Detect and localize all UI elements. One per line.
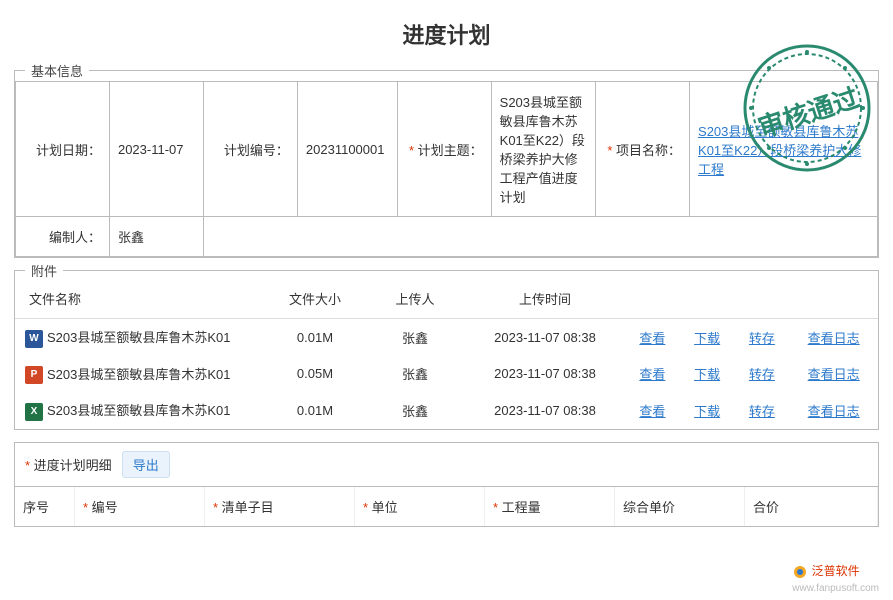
file-icon: X (25, 403, 43, 421)
plan-topic-value: S203县城至额敏县库鲁木苏K01至K22）段桥梁养护大修工程产值进度计划 (491, 82, 595, 217)
log-link[interactable]: 查看日志 (808, 331, 860, 346)
col-uploader: 上传人 (365, 279, 465, 319)
view-link[interactable]: 查看 (639, 367, 665, 382)
watermark: 泛普软件 www.fanpusoft.com (792, 562, 879, 594)
approved-stamp: 审核通过 (737, 38, 877, 178)
detail-section: 进度计划明细 导出 序号 编号 清单子目 单位 工程量 综合单价 合价 (14, 442, 879, 527)
author-label: 编制人： (16, 217, 110, 257)
download-link[interactable]: 下载 (694, 404, 720, 419)
detail-header-row: 序号 编号 清单子目 单位 工程量 综合单价 合价 (15, 486, 878, 526)
project-label: 项目名称： (596, 82, 690, 217)
file-icon: W (25, 330, 43, 348)
plan-no-label: 计划编号： (203, 82, 297, 217)
col-uploadtime: 上传时间 (465, 279, 625, 319)
col-uprice: 综合单价 (615, 487, 745, 526)
attachment-row: X S203县城至额敏县库鲁木苏K01 0.01M张鑫2023-11-07 08:3… (15, 392, 878, 429)
col-seq: 序号 (15, 487, 75, 526)
download-link[interactable]: 下载 (694, 331, 720, 346)
file-icon: P (25, 366, 43, 384)
plan-date-label: 计划日期： (16, 82, 110, 217)
col-unit: 单位 (355, 487, 485, 526)
attachment-section: 附件 文件名称 文件大小 上传人 上传时间 WS203县城至额敏县库鲁木苏K01… (14, 270, 879, 430)
plan-topic-label: 计划主题： (397, 82, 491, 217)
col-qty: 工程量 (485, 487, 615, 526)
file-name: S203县城至额敏县库鲁木苏K01 (47, 330, 231, 345)
file-time: 2023-11-07 08:38 (465, 319, 625, 356)
col-filesize: 文件大小 (265, 279, 365, 319)
col-item: 清单子目 (205, 487, 355, 526)
file-uploader: 张鑫 (365, 392, 465, 429)
save-link[interactable]: 转存 (749, 331, 775, 346)
save-link[interactable]: 转存 (749, 367, 775, 382)
attachment-row: W S203县城至额敏县库鲁木苏K01 0.01M张鑫2023-11-07 08:3… (15, 319, 878, 356)
plan-no-value: 20231100001 (297, 82, 397, 217)
plan-date-value: 2023-11-07 (109, 82, 203, 217)
file-name: S203县城至额敏县库鲁木苏K01 (47, 403, 231, 418)
download-link[interactable]: 下载 (694, 367, 720, 382)
log-link[interactable]: 查看日志 (808, 404, 860, 419)
file-uploader: 张鑫 (365, 356, 465, 393)
log-link[interactable]: 查看日志 (808, 367, 860, 382)
detail-title: 进度计划明细 (25, 455, 112, 474)
attachment-row: P S203县城至额敏县库鲁木苏K01 0.05M张鑫2023-11-07 08:3… (15, 356, 878, 393)
file-name: S203县城至额敏县库鲁木苏K01 (47, 367, 231, 382)
col-code: 编号 (75, 487, 205, 526)
file-time: 2023-11-07 08:38 (465, 392, 625, 429)
author-value: 张鑫 (109, 217, 203, 257)
svg-text:审核通过: 审核通过 (754, 82, 862, 143)
view-link[interactable]: 查看 (639, 404, 665, 419)
col-filename: 文件名称 (15, 279, 265, 319)
file-size: 0.01M (265, 319, 365, 356)
attach-legend: 附件 (25, 261, 63, 280)
file-uploader: 张鑫 (365, 319, 465, 356)
view-link[interactable]: 查看 (639, 331, 665, 346)
file-size: 0.01M (265, 392, 365, 429)
basic-legend: 基本信息 (25, 61, 89, 80)
export-button[interactable]: 导出 (122, 451, 170, 478)
file-size: 0.05M (265, 356, 365, 393)
col-total: 合价 (745, 487, 878, 526)
file-time: 2023-11-07 08:38 (465, 356, 625, 393)
save-link[interactable]: 转存 (749, 404, 775, 419)
